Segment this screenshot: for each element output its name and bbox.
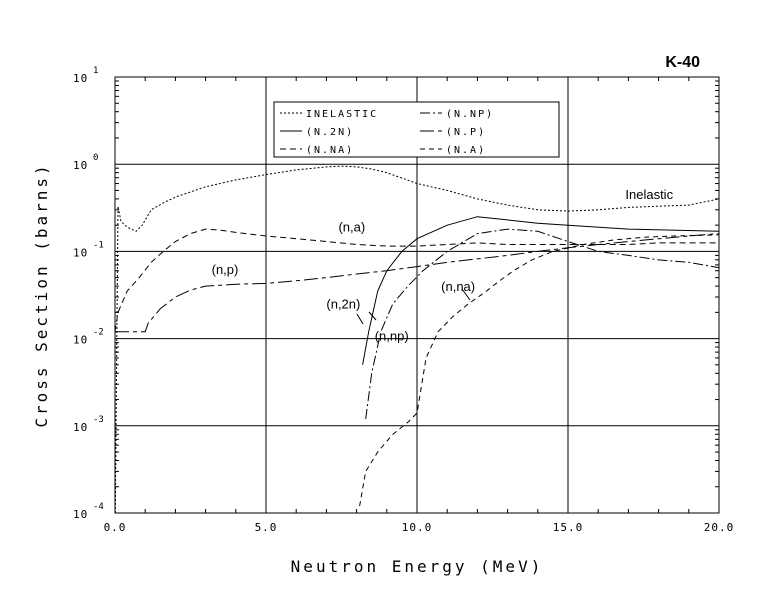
y-tick-base: 10 [73,334,88,347]
x-tick-label: 15.0 [553,521,584,534]
ticks: 0.0 5.0 10.0 15.0 20.0 10 -4 10 -3 10 -2 10 -1 10 0 10 1 [73,66,735,534]
annotation-n-na: (n,na) [441,279,475,294]
y-tick-label: 10 -2 [73,328,104,347]
legend-label-inelastic: INELASTIC [306,109,378,120]
annotation-leader [356,313,364,325]
series-line-n-a [359,234,720,507]
y-tick-label: 10 -4 [73,502,104,521]
y-tick-base: 10 [73,508,88,521]
series-line-n-2n [362,216,720,365]
y-tick-base: 10 [73,72,88,85]
y-tick-label: 10 -3 [73,415,104,434]
annotation-leader [368,311,377,321]
x-tick-label: 5.0 [255,521,278,534]
y-tick-label: 10 1 [73,66,98,85]
legend-label-n-2n: (N.2N) [306,127,354,138]
y-tick-base: 10 [73,159,88,172]
legend-box [273,101,560,158]
y-tick-exponent: 1 [93,66,98,76]
y-tick-base: 10 [73,246,88,259]
series-line-n-na [114,228,719,332]
series-line-inelastic [114,165,720,514]
y-tick-exponent: -2 [93,328,104,338]
legend-label-n-a: (N.A) [446,145,486,156]
y-tick-exponent: -1 [93,240,104,250]
y-tick-exponent: -3 [93,415,104,425]
x-axis-title: Neutron Energy (MeV) [291,557,544,576]
y-tick-exponent: 0 [93,153,98,163]
annotation-n-2n: (n,2n) [326,297,360,312]
series-group [114,165,720,514]
legend-label-n-np: (N.NP) [446,109,494,120]
legend: INELASTIC (N.2N) (N.NA) (N.NP) (N.P) (N.A) [273,101,560,158]
x-tick-label: 20.0 [704,521,735,534]
annotation-leader [461,288,471,301]
annotations: Inelastic (n,a) (n,p) (n,2n) (n,np) (n,na) [212,187,674,344]
series-line-n-np [365,228,720,419]
annotation-n-np: (n,np) [375,329,409,344]
annotation-inelastic: Inelastic [625,187,673,202]
legend-label-n-p: (N.P) [446,127,486,138]
legend-label-n-na: (N.NA) [306,145,354,156]
x-tick-label: 0.0 [104,521,127,534]
y-tick-base: 10 [73,421,88,434]
annotation-n-p: (n,p) [212,262,239,277]
x-tick-label: 10.0 [402,521,433,534]
y-tick-exponent: -4 [93,502,104,512]
y-tick-label: 10 0 [73,153,98,172]
annotation-n-a: (n,a) [338,219,365,234]
y-tick-label: 10 -1 [73,240,104,259]
chart-title: K-40 [665,54,700,71]
y-axis-title: Cross Section (barns) [32,162,51,427]
